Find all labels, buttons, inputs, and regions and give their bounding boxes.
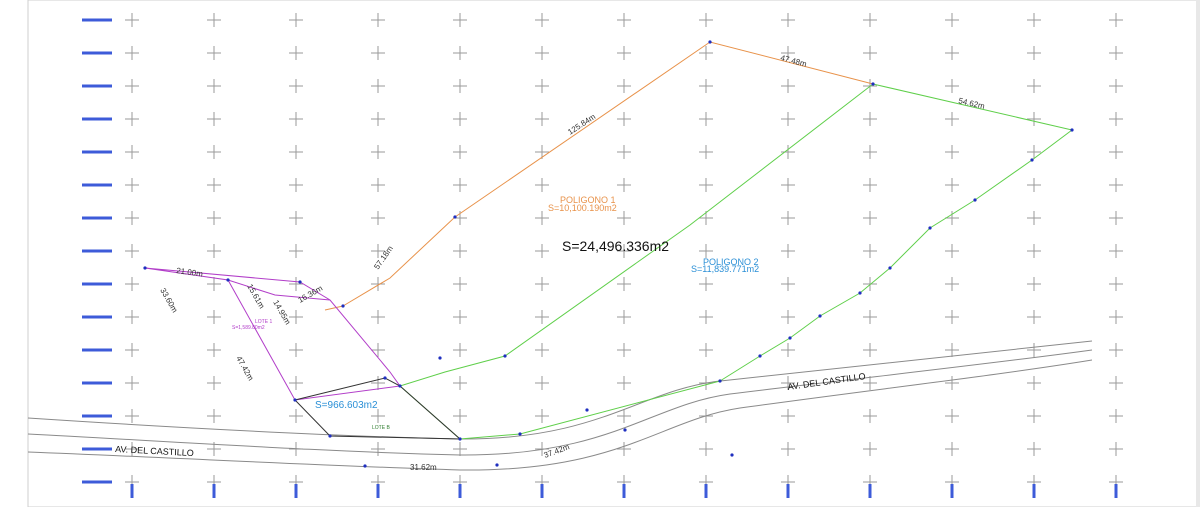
vertex-marker: [226, 278, 230, 282]
vertex-marker: [708, 40, 712, 44]
x-coordinate-marker: [950, 484, 954, 498]
grid-crosses: [125, 13, 1123, 489]
street-label-left: AV. DEL CASTILLO: [115, 444, 194, 458]
vertex-marker: [363, 464, 367, 468]
vertex-marker: [1070, 128, 1074, 132]
dim-lot-a-top: 21.00m: [176, 266, 204, 279]
x-coordinate-marker: [458, 484, 462, 498]
y-coordinate-marker: [82, 117, 112, 121]
polygon-divider: [399, 83, 874, 387]
y-coordinate-marker: [82, 447, 112, 451]
y-coordinate-marker: [82, 480, 112, 484]
y-coordinate-marker: [82, 348, 112, 352]
y-coordinate-marker: [82, 51, 112, 55]
vertex-marker: [888, 266, 892, 270]
vertex-marker: [871, 82, 875, 86]
vertex-marker: [858, 291, 862, 295]
lot-a-area: S=1,589.80m2: [232, 325, 265, 331]
y-coordinate-labels: [82, 18, 112, 484]
lot-b-area: S=966.603m2: [315, 400, 378, 411]
polygon-2-name: POLIGONO 2: [703, 257, 759, 267]
vertex-marker: [328, 434, 332, 438]
x-coordinate-marker: [212, 484, 216, 498]
x-coordinate-marker: [704, 484, 708, 498]
x-coordinate-marker: [540, 484, 544, 498]
vertex-marker: [341, 304, 345, 308]
dim-bottom-road2: 37.42m: [543, 442, 571, 460]
dim-lot-a-right: 47.42m: [234, 355, 255, 383]
y-coordinate-marker: [82, 414, 112, 418]
vertex-marker: [298, 280, 302, 284]
right-edge: [1196, 0, 1200, 507]
y-coordinate-marker: [82, 249, 112, 253]
x-coordinate-marker: [1032, 484, 1036, 498]
vertex-marker: [438, 356, 442, 360]
x-coordinate-marker: [1114, 484, 1118, 498]
vertex-marker: [928, 226, 932, 230]
vertex-marker: [398, 384, 402, 388]
dim-lot-a-left: 33.60m: [158, 287, 179, 315]
y-coordinate-marker: [82, 183, 112, 187]
x-coordinate-marker: [786, 484, 790, 498]
vertex-marker: [718, 379, 722, 383]
vertex-marker: [973, 198, 977, 202]
y-coordinate-marker: [82, 216, 112, 220]
vertex-marker: [495, 463, 499, 467]
frame-border: [27, 0, 1200, 507]
vertex-markers: [143, 40, 1074, 468]
polygon-1-area: S=10,100.190m2: [548, 203, 617, 213]
vertex-marker: [453, 215, 457, 219]
dim-lot-a-diag: 14.95m: [271, 299, 292, 327]
dim-top-short: 47.48m: [779, 53, 807, 69]
lot-b-boundary: [294, 377, 462, 440]
x-coordinate-marker: [622, 484, 626, 498]
vertex-marker: [383, 376, 387, 380]
polygon-2-boundary: [719, 83, 1074, 382]
road-lines: [27, 340, 1093, 471]
vertex-marker: [143, 266, 147, 270]
polygon-2-area: S=11,839.771m2: [691, 264, 759, 274]
y-coordinate-marker: [82, 381, 112, 385]
total-area: S=24,496.336m2: [562, 238, 669, 254]
vertex-marker: [503, 354, 507, 358]
y-coordinate-marker: [82, 315, 112, 319]
x-coordinate-labels: [130, 484, 1118, 498]
vertex-marker: [518, 432, 522, 436]
vertex-marker: [788, 336, 792, 340]
vertex-marker: [818, 314, 822, 318]
vertex-marker: [758, 354, 762, 358]
vertex-marker: [458, 437, 462, 441]
polygon-1-name: POLIGONO 1: [560, 195, 616, 205]
x-coordinate-marker: [376, 484, 380, 498]
y-coordinate-marker: [82, 18, 112, 22]
vertex-marker: [730, 453, 734, 457]
vertex-marker: [623, 428, 627, 432]
dim-left-mid: 57.18m: [372, 244, 395, 271]
vertex-marker: [585, 408, 589, 412]
lot-a-name: LOTE 1: [255, 319, 272, 325]
x-coordinate-marker: [130, 484, 134, 498]
dim-bottom-road: 31.62m: [410, 463, 437, 472]
dim-top-long: 125.84m: [566, 112, 597, 137]
polygon-1-left-edge: [324, 305, 344, 311]
x-coordinate-marker: [294, 484, 298, 498]
lot-a-boundary: [144, 267, 401, 401]
y-coordinate-marker: [82, 150, 112, 154]
y-coordinate-marker: [82, 282, 112, 286]
y-coordinate-marker: [82, 84, 112, 88]
polygon-1-boundary: [342, 41, 874, 307]
lot-a-inner: [227, 279, 331, 301]
dim-lot-a-side1: 15.61m: [245, 283, 266, 311]
x-coordinate-marker: [868, 484, 872, 498]
vertex-marker: [293, 398, 297, 402]
dim-right-top: 54.62m: [958, 96, 986, 111]
lot-b-name: LOTE B: [372, 425, 390, 431]
vertex-marker: [1030, 158, 1034, 162]
street-label-right: AV. DEL CASTILLO: [787, 371, 866, 392]
